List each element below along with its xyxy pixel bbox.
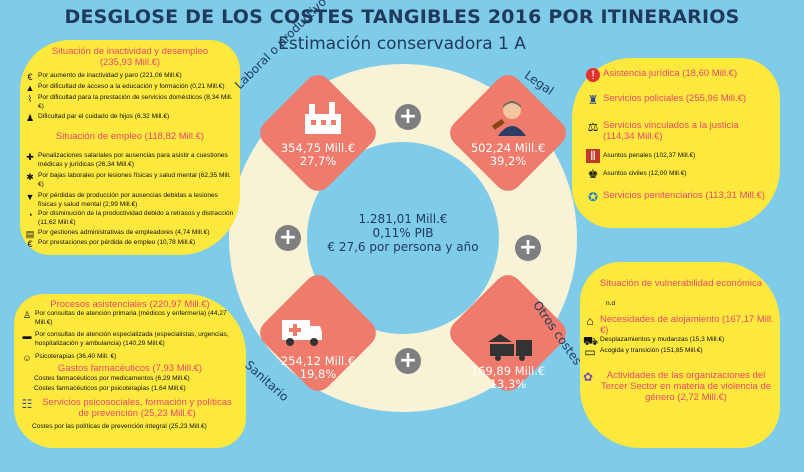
list-item: ✪ Servicios penitenciarios (113,31 Mill.…	[587, 190, 765, 204]
list-item: ▼ Por pérdidas de producción por ausenci…	[25, 192, 218, 208]
tl-heading1-value: (235,93 Mill.€)	[99, 57, 161, 68]
bl-heading3-row: ☷ Servicios psicosociales, formación y p…	[21, 397, 232, 419]
list-item: ⦀ Asuntos penales (102,37 Mill.€)	[586, 149, 776, 163]
house-icon: ⌂	[586, 314, 594, 328]
br-heading3-row: ✿ Actividades de las organizaciones del …	[582, 370, 772, 403]
list-item: ▲ Por dificultad de acceso a la educació…	[25, 83, 225, 93]
sanitario-value: 254,12 Mill.€	[280, 354, 356, 368]
list-item: ▭ Acogida y transición (151,85 Mill.€)	[584, 345, 703, 359]
list-item: ♜ Servicios policiales (255,96 Mill.€)	[587, 93, 747, 107]
clock-icon: ◔	[27, 210, 33, 220]
list-item: ▬ Por consultas de atención especializad…	[22, 331, 229, 347]
plus-icon-bottom: +	[395, 348, 421, 374]
bl-heading1: Procesos asistenciales (220,97 Mill.€)	[50, 299, 210, 310]
laboral-value: 354,75 Mill.€	[280, 141, 356, 155]
euro-icon: €	[27, 239, 33, 249]
bottom-right-panel	[580, 262, 780, 448]
injury-icon: ✱	[26, 172, 34, 182]
list-item: € Por aumento de inactividad y paro (221…	[25, 72, 235, 82]
list-item: ✚ Penalizaciones salariales por ausencia…	[26, 152, 228, 168]
top-right-panel	[572, 58, 780, 228]
moving-truck-icon: ⛟	[583, 334, 599, 348]
sanitario-pct: 19,8%	[299, 367, 337, 381]
otros-value: 169,89 Mill.€	[470, 364, 546, 378]
people-icon: ♚	[587, 167, 599, 181]
list-item: € Por prestaciones por pérdida de empleo…	[25, 239, 235, 249]
factory-icon	[305, 102, 341, 134]
legal-pct: 39,2%	[489, 154, 527, 168]
list-item: ⚖ Servicios vinculados a la justicia (11…	[587, 120, 739, 142]
total-pib: 0,11% PIB	[372, 226, 434, 240]
br-heading2-row: ⌂ Necesidades de alojamiento (167,17 Mil…	[583, 314, 778, 336]
list-item: Costes farmacéuticos por medicamentos (6…	[34, 375, 190, 382]
list-item: ✱ Por bajas laborales por lesiones físic…	[26, 172, 231, 188]
legal-value: 502,24 Mill.€	[470, 141, 546, 155]
scales-of-justice-icon: ⚖	[587, 120, 599, 134]
broom-icon: ⌇	[27, 94, 33, 104]
list-item: ⛟ Desplazamientos y mudanzas (15,3 Mill.…	[583, 334, 725, 348]
police-officer-icon: ♜	[587, 93, 599, 107]
page-subtitle: Estimación conservadora 1 A	[278, 34, 526, 54]
graduation-cap-icon: ▲	[25, 83, 35, 93]
judge-icon	[491, 101, 526, 136]
list-item: ♟ Dificultad par el cuidado de hijos (6,…	[25, 113, 170, 123]
housing-truck-icon	[488, 334, 532, 361]
page-title: DESGLOSE DE LOS COSTES TANGIBLES 2016 PO…	[64, 6, 740, 28]
list-item: Costes farmacéuticos por psicoterapias (…	[34, 385, 186, 392]
therapy-icon: ☺	[22, 353, 32, 363]
group-training-icon: ☷	[21, 397, 33, 411]
list-item: ! Asistencia jurídica (18,60 Mill.€)	[586, 68, 776, 82]
otros-pct: 13,3%	[489, 377, 527, 391]
parent-child-icon: ♟	[25, 113, 35, 123]
plus-icon-top: +	[395, 104, 421, 130]
total-value: 1.281,01 Mill.€	[358, 212, 448, 226]
medical-kit-icon: ✚	[26, 152, 34, 162]
ngo-network-icon: ✿	[582, 370, 594, 384]
tl-heading1: Situación de inactividad y desempleo	[51, 46, 209, 57]
plus-icon-right: +	[515, 235, 541, 261]
clipboard-icon: ▤	[25, 229, 35, 239]
list-item: Costes por las políticas de prevención i…	[32, 423, 207, 430]
list-item: ☺ Psicoterapias (36,40 Mill. €)	[22, 353, 117, 363]
legal-aid-icon: !	[586, 68, 600, 82]
br-nd: n.d	[606, 300, 616, 307]
bl-heading2: Gastos farmacéuticos (7,93 Mill.€)	[57, 363, 203, 374]
tl-heading2: Situación de empleo (118,82 Mill.€)	[55, 131, 205, 142]
list-item: ⌇ Por dificultad para la prestación de s…	[25, 94, 235, 111]
prison-bars-icon: ⦀	[586, 149, 600, 163]
list-item: ▤ Por gestiones administrativas de emple…	[25, 229, 210, 239]
euro-icon: €	[27, 72, 33, 82]
total-per-person: € 27,6 por persona y año	[327, 240, 479, 254]
hospital-bed-icon: ▬	[22, 331, 32, 341]
list-item: ♙ Por consultas de atención primaria (mé…	[22, 310, 227, 326]
list-item: ◔ Por disminución de la productividad de…	[25, 210, 235, 227]
laboral-pct: 27,7%	[299, 154, 337, 168]
shelter-bed-icon: ▭	[584, 345, 596, 359]
penitentiary-icon: ✪	[587, 190, 599, 204]
top-left-panel	[20, 40, 240, 255]
doctor-icon: ♙	[22, 310, 32, 320]
plus-icon-left: +	[275, 225, 301, 251]
list-item: ♚ Asuntos civiles (12,00 Mill.€)	[587, 167, 687, 181]
production-loss-icon: ▼	[25, 192, 35, 202]
br-heading1: Situación de vulnerabilidad económica	[599, 278, 763, 289]
bottom-left-panel	[14, 294, 246, 448]
ambulance-icon	[282, 320, 322, 346]
